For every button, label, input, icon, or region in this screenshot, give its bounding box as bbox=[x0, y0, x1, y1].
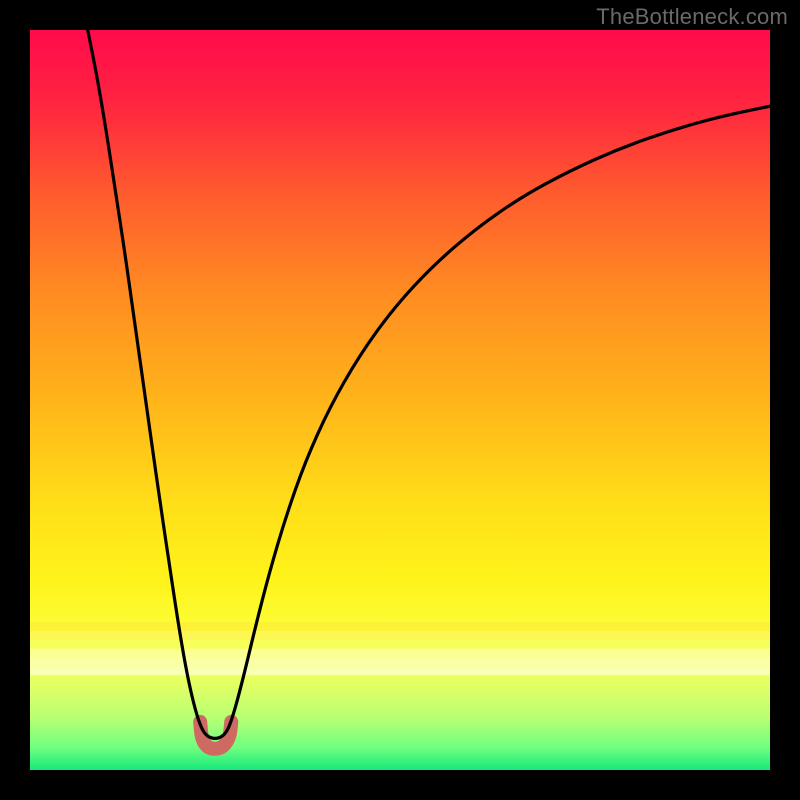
chart-bottom-bands bbox=[30, 622, 770, 675]
bottleneck-chart-svg bbox=[0, 0, 800, 800]
chart-stage: TheBottleneck.com bbox=[0, 0, 800, 800]
watermark-label: TheBottleneck.com bbox=[596, 4, 788, 30]
